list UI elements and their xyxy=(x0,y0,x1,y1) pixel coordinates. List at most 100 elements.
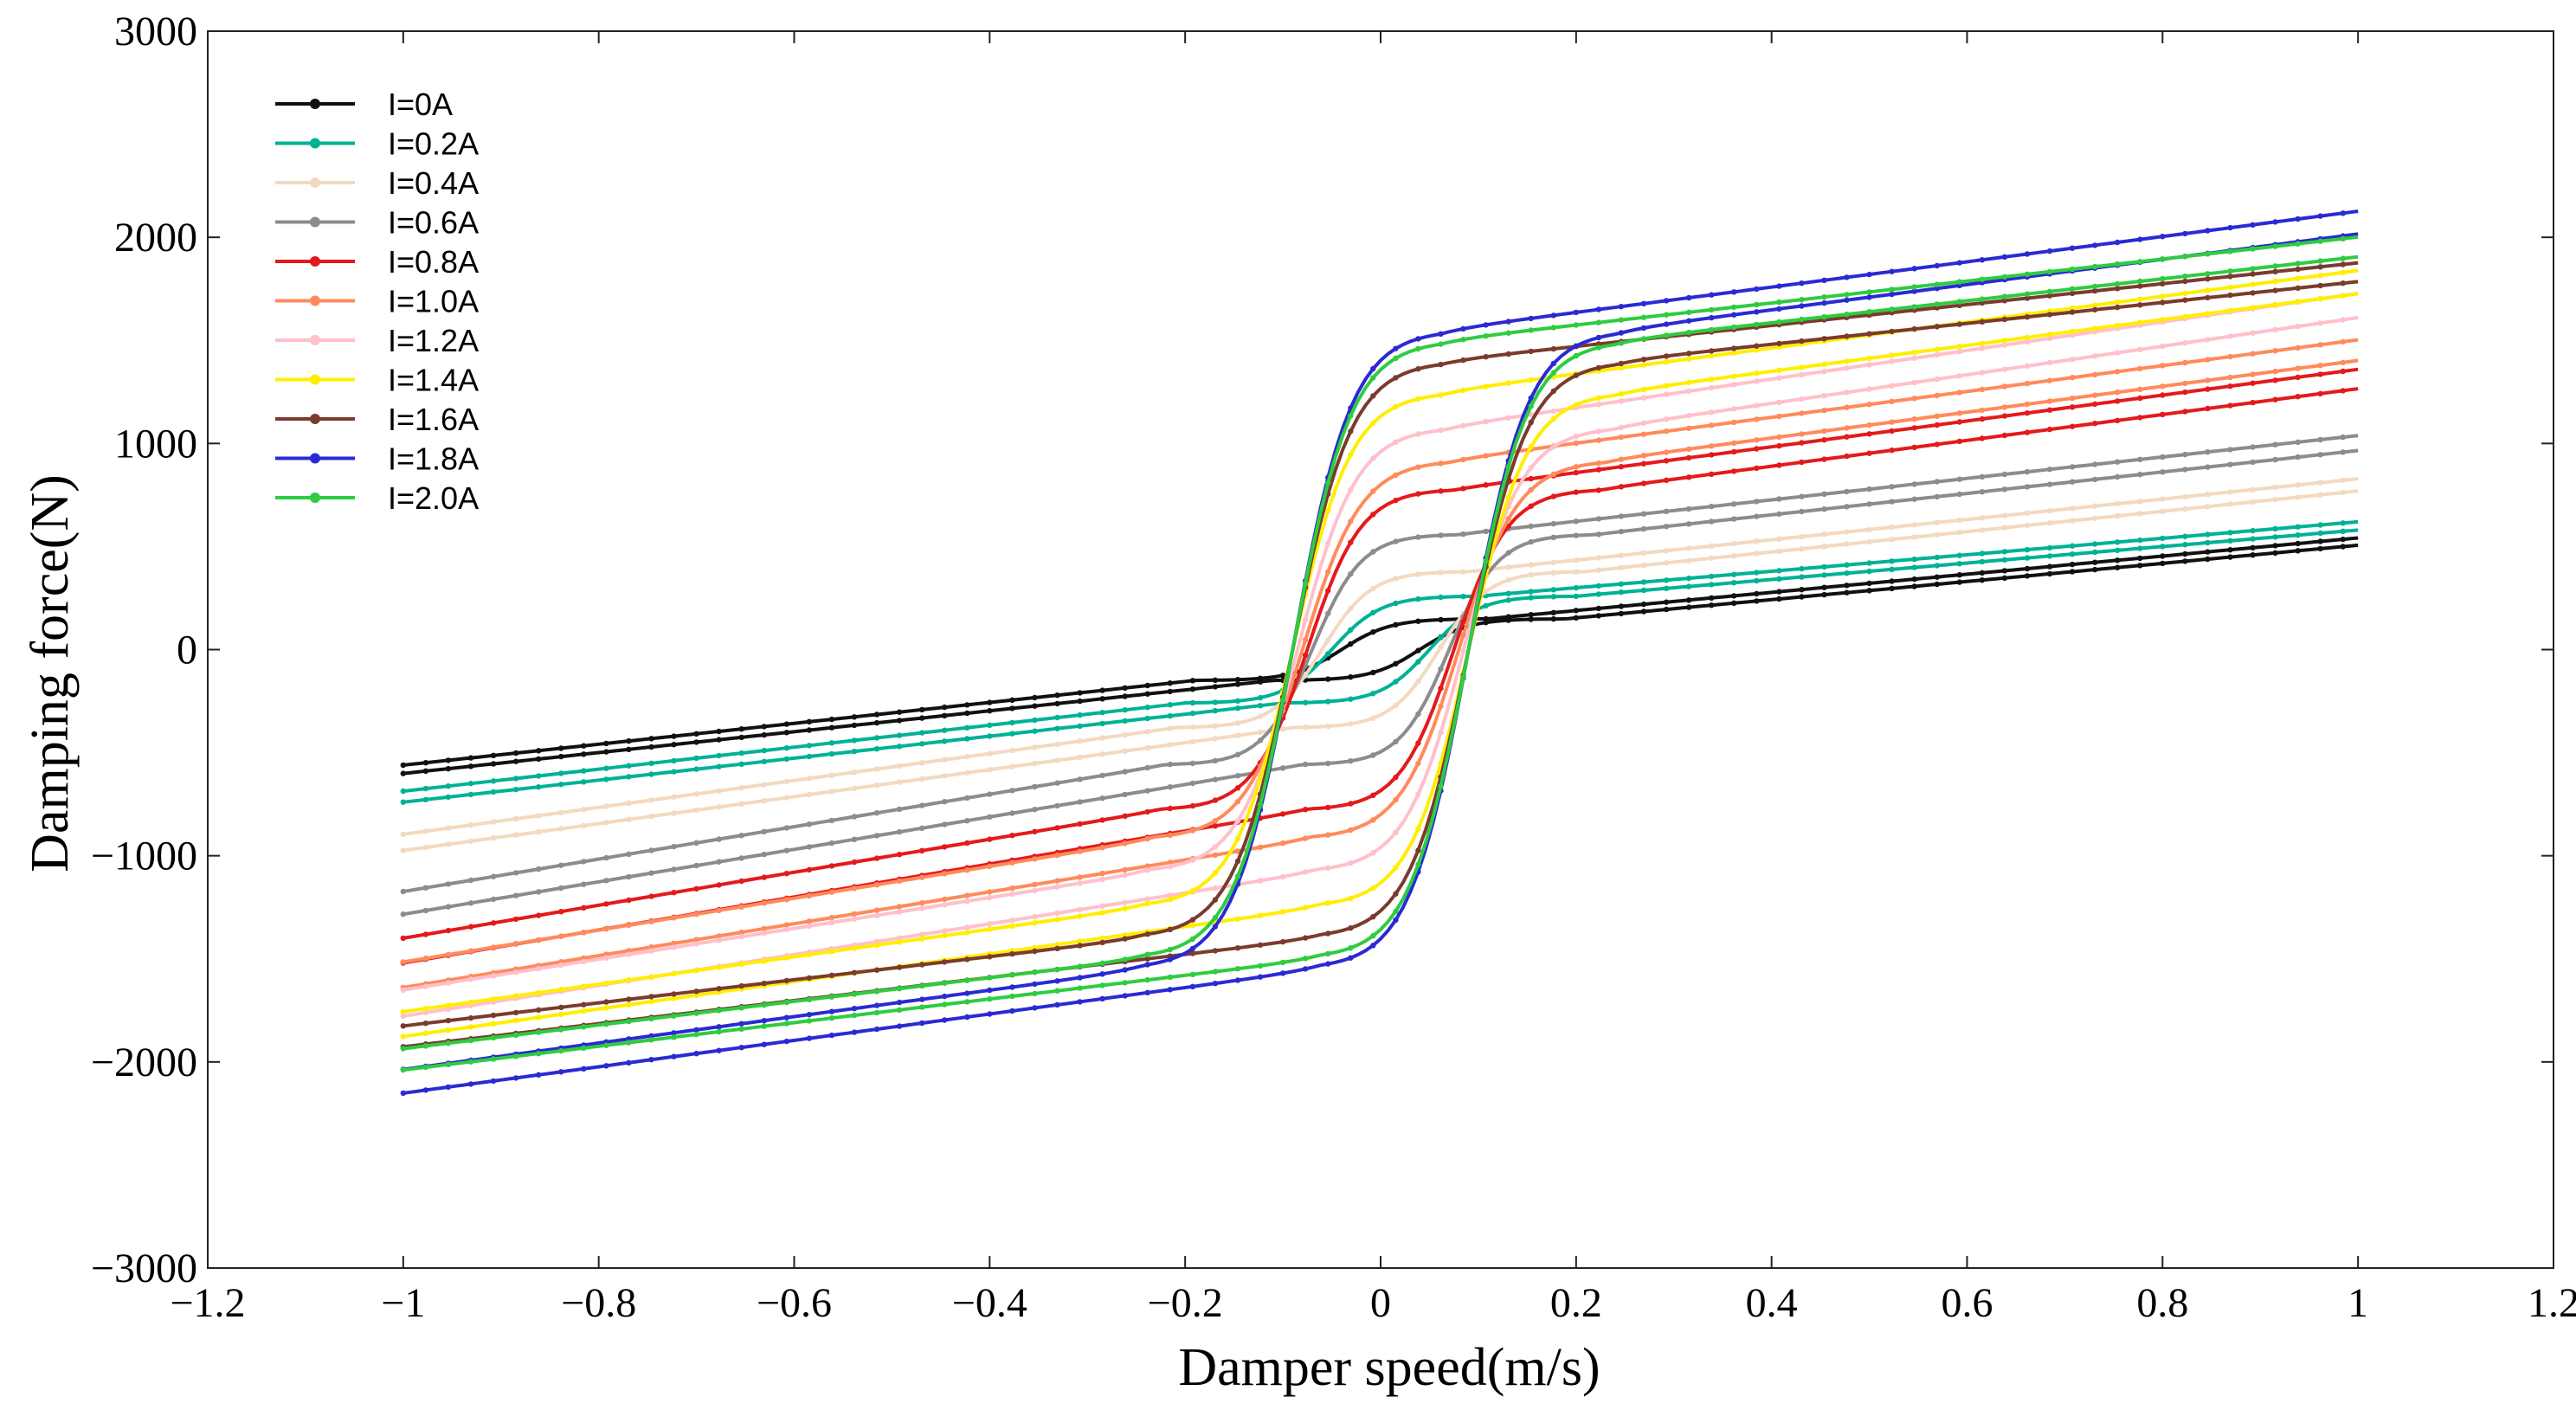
data-point xyxy=(490,896,497,903)
data-point xyxy=(1144,867,1150,873)
data-point xyxy=(2024,363,2031,369)
data-point xyxy=(873,942,880,949)
data-point xyxy=(1799,545,1805,552)
data-point xyxy=(1776,299,1782,306)
data-point xyxy=(2182,451,2188,458)
data-point xyxy=(1077,723,1083,729)
data-point xyxy=(851,1029,858,1035)
data-point xyxy=(987,708,993,714)
data-point xyxy=(467,838,474,844)
data-point xyxy=(1054,910,1060,917)
data-point xyxy=(603,820,609,826)
data-point xyxy=(896,732,903,738)
data-point xyxy=(2272,263,2278,269)
data-point xyxy=(1415,659,1421,665)
data-point xyxy=(2115,280,2121,287)
data-point xyxy=(987,750,993,757)
data-point xyxy=(1122,967,1128,973)
data-point xyxy=(1844,333,1850,339)
data-point xyxy=(1709,573,1715,580)
series-markers xyxy=(400,536,2346,776)
data-point xyxy=(2160,454,2166,460)
data-point xyxy=(2069,245,2076,251)
data-point xyxy=(1979,550,1986,557)
data-point xyxy=(1776,434,1782,441)
data-point xyxy=(1709,353,1715,359)
data-point xyxy=(761,1001,767,1008)
x-tick-label: −1.2 xyxy=(170,1280,245,1326)
data-point xyxy=(964,898,970,905)
data-point xyxy=(1685,454,1692,461)
data-point xyxy=(1799,508,1805,515)
data-point xyxy=(445,1061,452,1068)
data-point xyxy=(2295,540,2301,547)
data-point xyxy=(1956,410,1962,416)
data-point xyxy=(1460,569,1466,575)
data-point xyxy=(1754,402,1760,409)
data-point xyxy=(2295,524,2301,530)
data-point xyxy=(1505,319,1511,325)
data-point xyxy=(1799,587,1805,593)
legend-item: I=0.8A xyxy=(275,244,479,280)
data-point xyxy=(783,897,789,903)
data-point xyxy=(467,1081,474,1087)
series-line-upper xyxy=(402,536,2359,767)
data-point xyxy=(1054,917,1060,923)
data-point xyxy=(1257,729,1264,736)
data-point xyxy=(2137,302,2143,308)
data-point xyxy=(1212,823,1219,829)
data-point xyxy=(1348,486,1354,493)
data-point xyxy=(1370,914,1376,920)
data-point xyxy=(1460,674,1466,680)
data-point xyxy=(987,791,993,797)
legend-label: I=1.4A xyxy=(388,363,479,398)
data-point xyxy=(1889,578,1895,584)
data-point xyxy=(512,969,519,975)
data-point xyxy=(2115,459,2121,465)
data-point xyxy=(1167,974,1174,981)
data-point xyxy=(693,731,699,737)
data-point xyxy=(761,797,767,804)
data-point xyxy=(1889,268,1895,274)
series-line-lower xyxy=(402,489,2359,853)
data-point xyxy=(919,760,925,766)
data-point xyxy=(1438,634,1444,641)
data-point xyxy=(987,987,993,994)
data-point xyxy=(1550,570,1557,576)
data-point xyxy=(581,905,587,911)
data-point xyxy=(2092,371,2098,377)
data-point xyxy=(1595,487,1602,493)
data-point xyxy=(1415,760,1421,767)
data-point xyxy=(1573,434,1580,440)
data-point xyxy=(2115,350,2121,356)
data-point xyxy=(1009,950,1015,957)
data-point xyxy=(1844,390,1850,396)
data-point xyxy=(1348,674,1354,680)
data-point xyxy=(2295,285,2301,291)
data-point xyxy=(761,731,767,738)
data-point xyxy=(2205,531,2211,538)
data-point xyxy=(648,813,654,820)
data-point xyxy=(2250,266,2256,272)
data-point xyxy=(1640,362,1647,368)
data-point xyxy=(1122,932,1128,938)
data-point xyxy=(445,765,452,772)
data-point xyxy=(1460,531,1466,538)
data-point xyxy=(1799,459,1805,466)
data-point xyxy=(2137,296,2143,302)
data-point xyxy=(2295,374,2301,381)
data-point xyxy=(851,916,858,922)
data-point xyxy=(1866,538,1872,545)
data-point xyxy=(648,736,654,742)
data-point xyxy=(873,1009,880,1016)
data-point xyxy=(1754,499,1760,505)
data-point xyxy=(558,933,564,939)
data-point xyxy=(626,1059,632,1066)
data-point xyxy=(2069,505,2076,512)
data-point xyxy=(1911,481,1917,487)
data-point xyxy=(1144,976,1150,983)
data-point xyxy=(2227,538,2233,544)
data-point xyxy=(1054,878,1060,884)
data-point xyxy=(1009,719,1015,726)
data-point xyxy=(896,999,903,1006)
